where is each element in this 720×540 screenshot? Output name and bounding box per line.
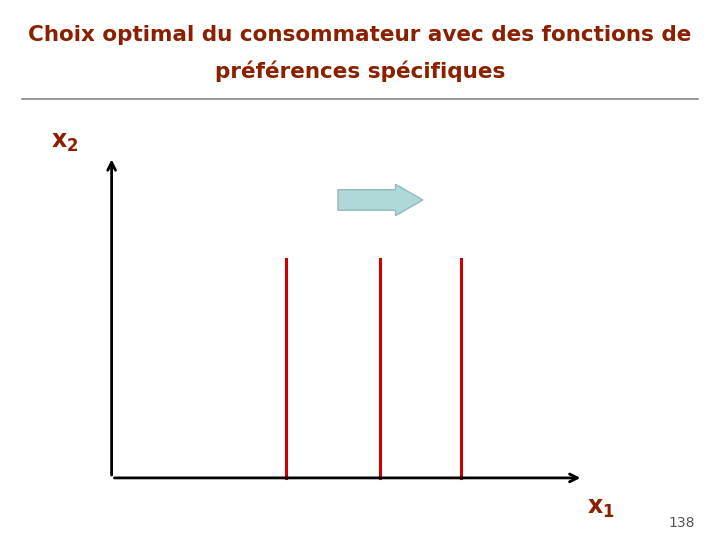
Text: $\mathbf{x_2}$: $\mathbf{x_2}$ xyxy=(51,130,78,154)
FancyArrow shape xyxy=(338,184,423,215)
Text: 138: 138 xyxy=(668,516,695,530)
Text: $\mathbf{x_1}$: $\mathbf{x_1}$ xyxy=(587,496,615,519)
Text: Choix optimal du consommateur avec des fonctions de: Choix optimal du consommateur avec des f… xyxy=(28,25,692,45)
Text: préférences spécifiques: préférences spécifiques xyxy=(215,60,505,82)
